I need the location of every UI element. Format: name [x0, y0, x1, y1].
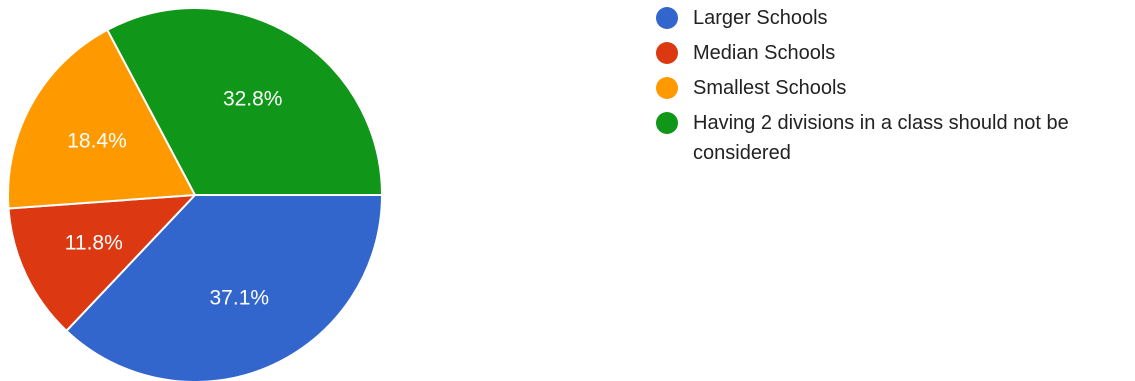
legend-item-larger-schools[interactable]: Larger Schools — [656, 3, 1126, 33]
legend-item-no-two-divisions[interactable]: Having 2 divisions in a class should not… — [656, 108, 1126, 168]
legend-item-median-schools[interactable]: Median Schools — [656, 38, 1126, 68]
slice-label-no-two-divisions: 32.8% — [223, 88, 283, 111]
legend-label: Smallest Schools — [693, 77, 847, 99]
legend-swatch-icon — [656, 112, 678, 134]
slice-label-larger-schools: 37.1% — [210, 286, 270, 309]
slice-label-smallest-schools: 18.4% — [67, 129, 127, 152]
pie-slice-no-two-divisions[interactable] — [105, 7, 384, 196]
pie-slice-median-schools[interactable] — [7, 193, 198, 333]
legend-label: Having 2 divisions in a class should not… — [693, 112, 1069, 164]
legend-item-smallest-schools[interactable]: Smallest Schools — [656, 73, 1126, 103]
legend-swatch-icon — [656, 77, 678, 99]
legend: Larger Schools Median Schools Smallest Sch… — [656, 3, 1126, 173]
legend-label: Median Schools — [693, 42, 836, 64]
legend-label: Larger Schools — [693, 7, 828, 29]
slice-label-median-schools: 11.8% — [65, 231, 123, 254]
legend-swatch-icon — [656, 7, 678, 29]
pie-slice-smallest-schools[interactable] — [7, 28, 197, 210]
legend-swatch-icon — [656, 42, 678, 64]
pie-chart: 37.1% 11.8% 18.4% 32.8% — [7, 7, 384, 381]
pie-slice-larger-schools[interactable] — [65, 194, 384, 381]
